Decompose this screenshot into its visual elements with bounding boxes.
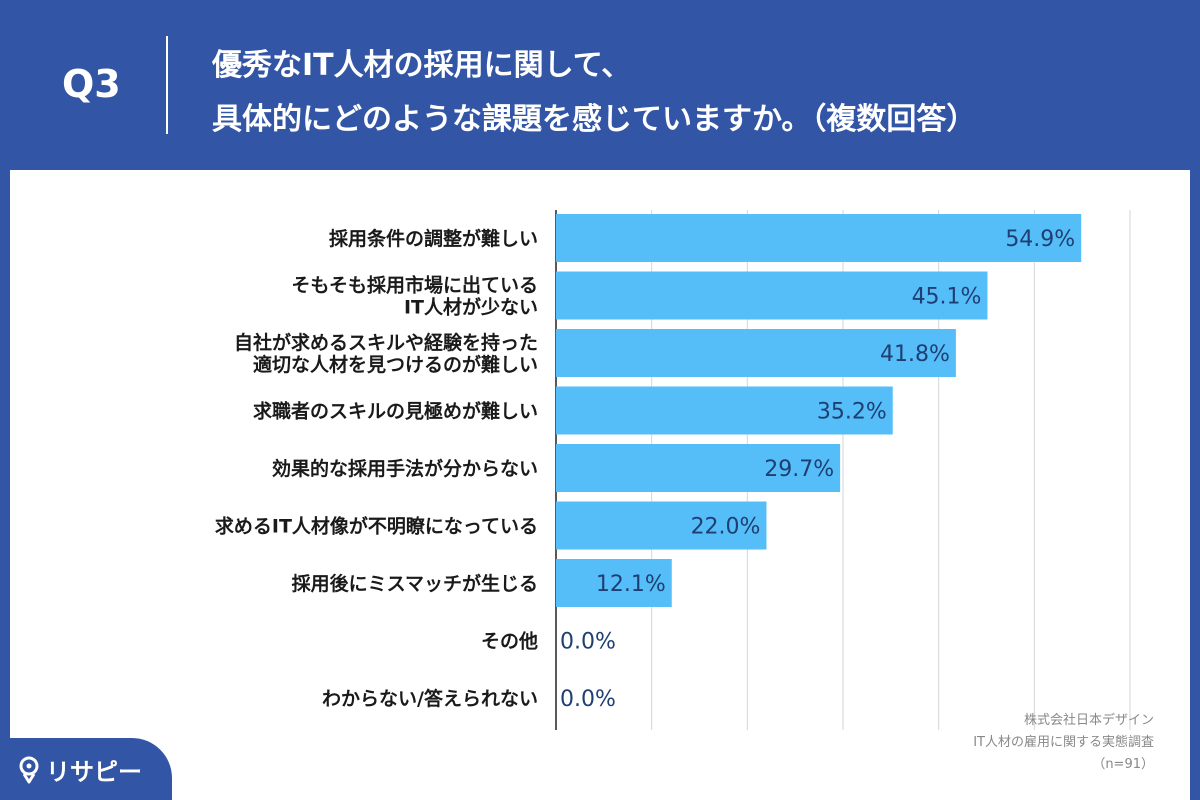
pin-icon xyxy=(19,756,39,784)
logo-text: リサピー xyxy=(46,758,142,786)
category-label: 採用後にミスマッチが生じる xyxy=(292,572,538,595)
bar xyxy=(556,501,767,550)
value-label: 12.1% xyxy=(596,572,666,597)
bar xyxy=(556,214,1082,262)
bar xyxy=(556,559,672,607)
value-label: 54.9% xyxy=(1005,227,1075,252)
category-label: 求めるIT人材像が不明瞭になっている xyxy=(215,515,538,538)
category-label: その他 xyxy=(481,630,538,653)
bar xyxy=(556,271,988,320)
bar xyxy=(556,444,841,492)
category-label: 求職者のスキルの見極めが難しい xyxy=(253,400,538,423)
category-label: 自社が求めるスキルや経験を持った適切な人材を見つけるのが難しい xyxy=(234,331,538,376)
value-label: 45.1% xyxy=(912,285,982,310)
bar-chart: 採用条件の調整が難しい 54.9% そもそも採用市場に出ている IT人材が少ない 45.… xyxy=(215,210,1131,730)
category-label: 採用条件の調整が難しい xyxy=(329,227,538,250)
source-company: 株式会社日本デザイン xyxy=(1023,713,1154,728)
logo-badge: リサピー xyxy=(0,738,172,800)
value-label: 29.7% xyxy=(764,457,834,482)
category-label: そもそも採用市場に出ている IT人材が少ない xyxy=(291,274,538,319)
bar xyxy=(556,329,956,377)
value-label: 0.0% xyxy=(560,630,616,655)
question-number: Q3 xyxy=(62,62,121,106)
category-label: 効果的な採用手法が分からない xyxy=(272,457,538,480)
header-divider xyxy=(166,36,168,134)
value-label: 22.0% xyxy=(691,515,761,540)
question-title-line-1: 優秀なIT人材の採用に関して、 xyxy=(212,48,632,83)
bar xyxy=(556,386,893,435)
source-sample-size: （n=91） xyxy=(1092,757,1154,772)
source-survey: IT人材の雇用に関する実態調査 xyxy=(973,735,1154,750)
chart-panel: 採用条件の調整が難しい 54.9% そもそも採用市場に出ている IT人材が少ない 45.… xyxy=(10,170,1190,800)
source-credit: 株式会社日本デザイン IT人材の雇用に関する実態調査 （n=91） xyxy=(973,710,1154,776)
value-label: 0.0% xyxy=(560,687,616,712)
value-label: 41.8% xyxy=(880,342,950,367)
category-label: わからない/答えられない xyxy=(322,687,538,710)
value-label: 35.2% xyxy=(817,400,887,425)
question-title-line-2: 具体的にどのような課題を感じていますか。（複数回答） xyxy=(212,102,977,137)
